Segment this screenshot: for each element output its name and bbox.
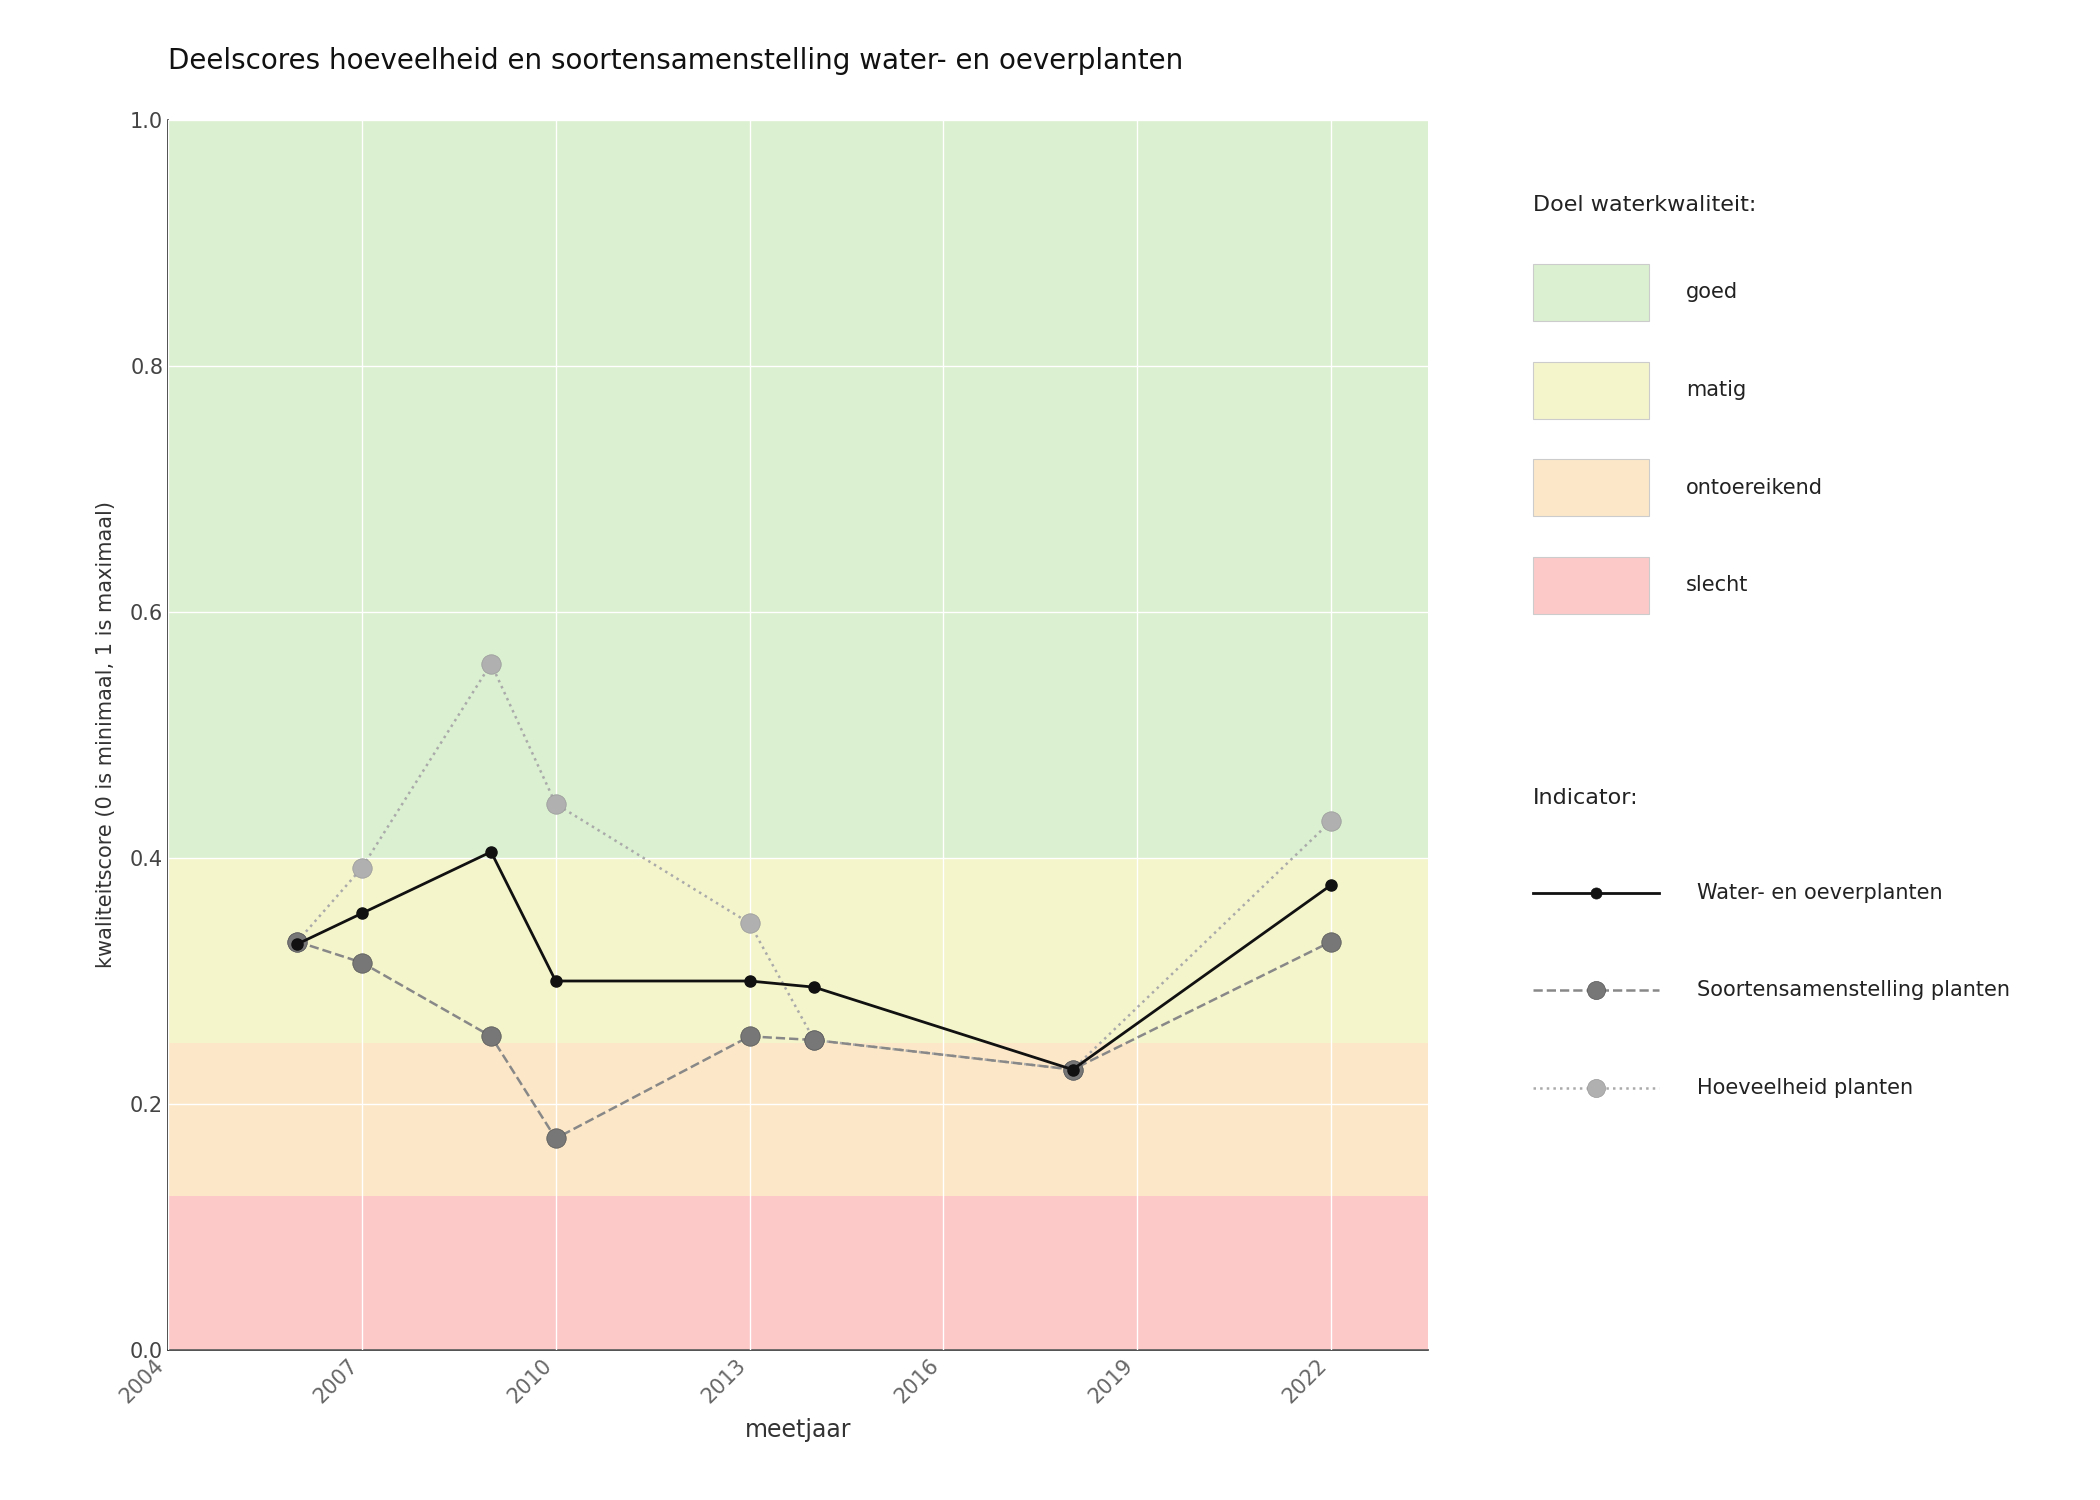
Bar	[168, 120, 1428, 858]
Bar	[168, 1042, 1428, 1197]
Text: ontoereikend: ontoereikend	[1686, 477, 1823, 498]
Text: Deelscores hoeveelheid en soortensamenstelling water- en oeverplanten: Deelscores hoeveelheid en soortensamenst…	[168, 46, 1182, 75]
X-axis label: meetjaar: meetjaar	[746, 1418, 851, 1442]
Bar	[168, 1197, 1428, 1350]
Text: Water- en oeverplanten: Water- en oeverplanten	[1697, 882, 1943, 903]
Text: slecht: slecht	[1686, 574, 1749, 596]
Text: Soortensamenstelling planten: Soortensamenstelling planten	[1697, 980, 2010, 1000]
Text: matig: matig	[1686, 380, 1747, 400]
Y-axis label: kwaliteitscore (0 is minimaal, 1 is maximaal): kwaliteitscore (0 is minimaal, 1 is maxi…	[97, 501, 116, 969]
Bar	[168, 858, 1428, 1042]
Text: goed: goed	[1686, 282, 1739, 303]
Text: Indicator:: Indicator:	[1533, 788, 1638, 807]
Text: Hoeveelheid planten: Hoeveelheid planten	[1697, 1077, 1913, 1098]
Text: Doel waterkwaliteit:: Doel waterkwaliteit:	[1533, 195, 1756, 214]
